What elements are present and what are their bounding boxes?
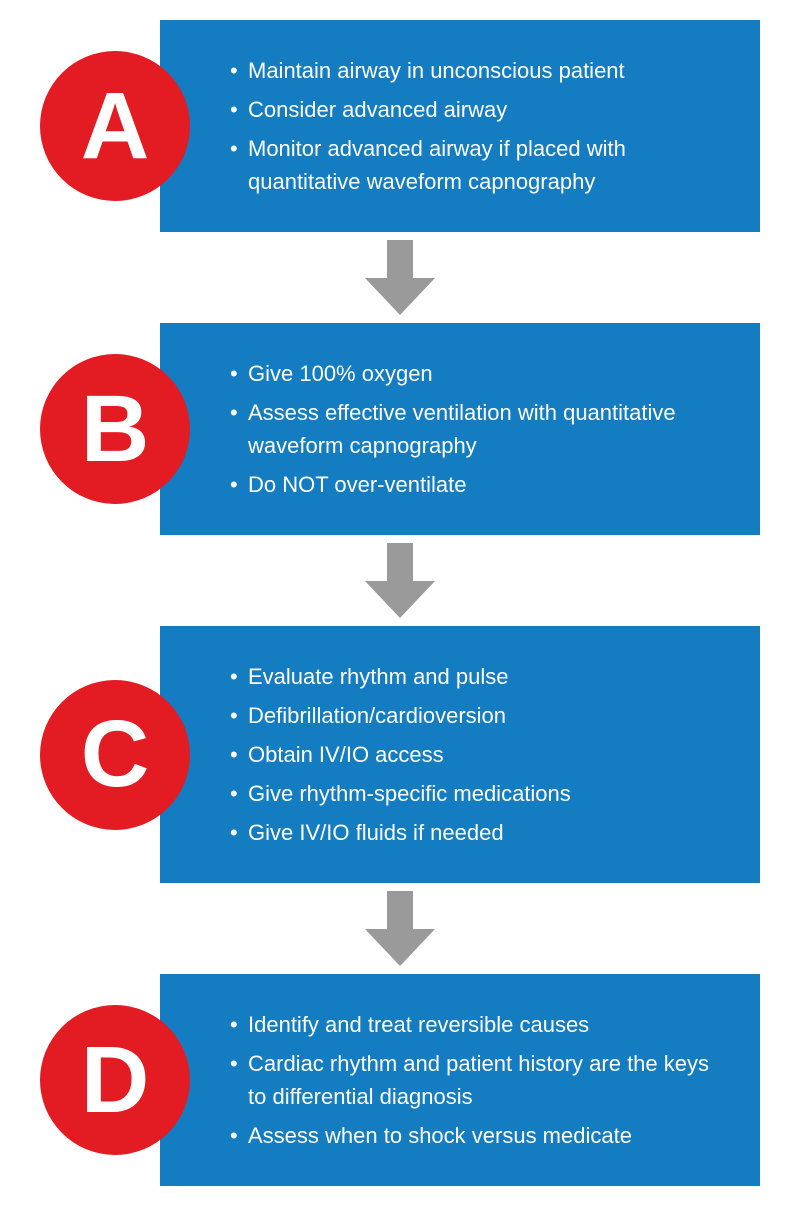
flow-step: C Evaluate rhythm and pulse Defibrillation…: [40, 626, 760, 883]
flow-step: A Maintain airway in unconscious patient C…: [40, 20, 760, 232]
step-item: Do NOT over-ventilate: [230, 468, 730, 501]
flowchart-container: A Maintain airway in unconscious patient C…: [40, 20, 760, 1186]
step-item: Defibrillation/cardioversion: [230, 699, 730, 732]
step-content-box: Identify and treat reversible causes Card…: [160, 974, 760, 1186]
step-item: Maintain airway in unconscious patient: [230, 54, 730, 87]
step-item: Obtain IV/IO access: [230, 738, 730, 771]
step-item: Consider advanced airway: [230, 93, 730, 126]
step-items-list: Identify and treat reversible causes Card…: [230, 1008, 730, 1152]
step-item: Give IV/IO fluids if needed: [230, 816, 730, 849]
step-item: Give 100% oxygen: [230, 357, 730, 390]
step-item: Cardiac rhythm and patient history are t…: [230, 1047, 730, 1113]
flow-step: D Identify and treat reversible causes Car…: [40, 974, 760, 1186]
flow-arrow-icon: [365, 543, 435, 618]
flow-arrow-icon: [365, 891, 435, 966]
step-item: Assess effective ventilation with quanti…: [230, 396, 730, 462]
step-item: Assess when to shock versus medicate: [230, 1119, 730, 1152]
step-items-list: Maintain airway in unconscious patient Co…: [230, 54, 730, 198]
step-item: Evaluate rhythm and pulse: [230, 660, 730, 693]
step-letter-badge: C: [40, 680, 190, 830]
step-content-box: Maintain airway in unconscious patient Co…: [160, 20, 760, 232]
step-items-list: Give 100% oxygen Assess effective ventila…: [230, 357, 730, 501]
step-content-box: Give 100% oxygen Assess effective ventila…: [160, 323, 760, 535]
step-letter-badge: D: [40, 1005, 190, 1155]
step-letter-badge: B: [40, 354, 190, 504]
flow-arrow-icon: [365, 240, 435, 315]
step-content-box: Evaluate rhythm and pulse Defibrillation/…: [160, 626, 760, 883]
step-item: Identify and treat reversible causes: [230, 1008, 730, 1041]
flow-step: B Give 100% oxygen Assess effective ventil…: [40, 323, 760, 535]
step-items-list: Evaluate rhythm and pulse Defibrillation/…: [230, 660, 730, 849]
step-item: Give rhythm-specific medications: [230, 777, 730, 810]
step-item: Monitor advanced airway if placed with q…: [230, 132, 730, 198]
step-letter-badge: A: [40, 51, 190, 201]
